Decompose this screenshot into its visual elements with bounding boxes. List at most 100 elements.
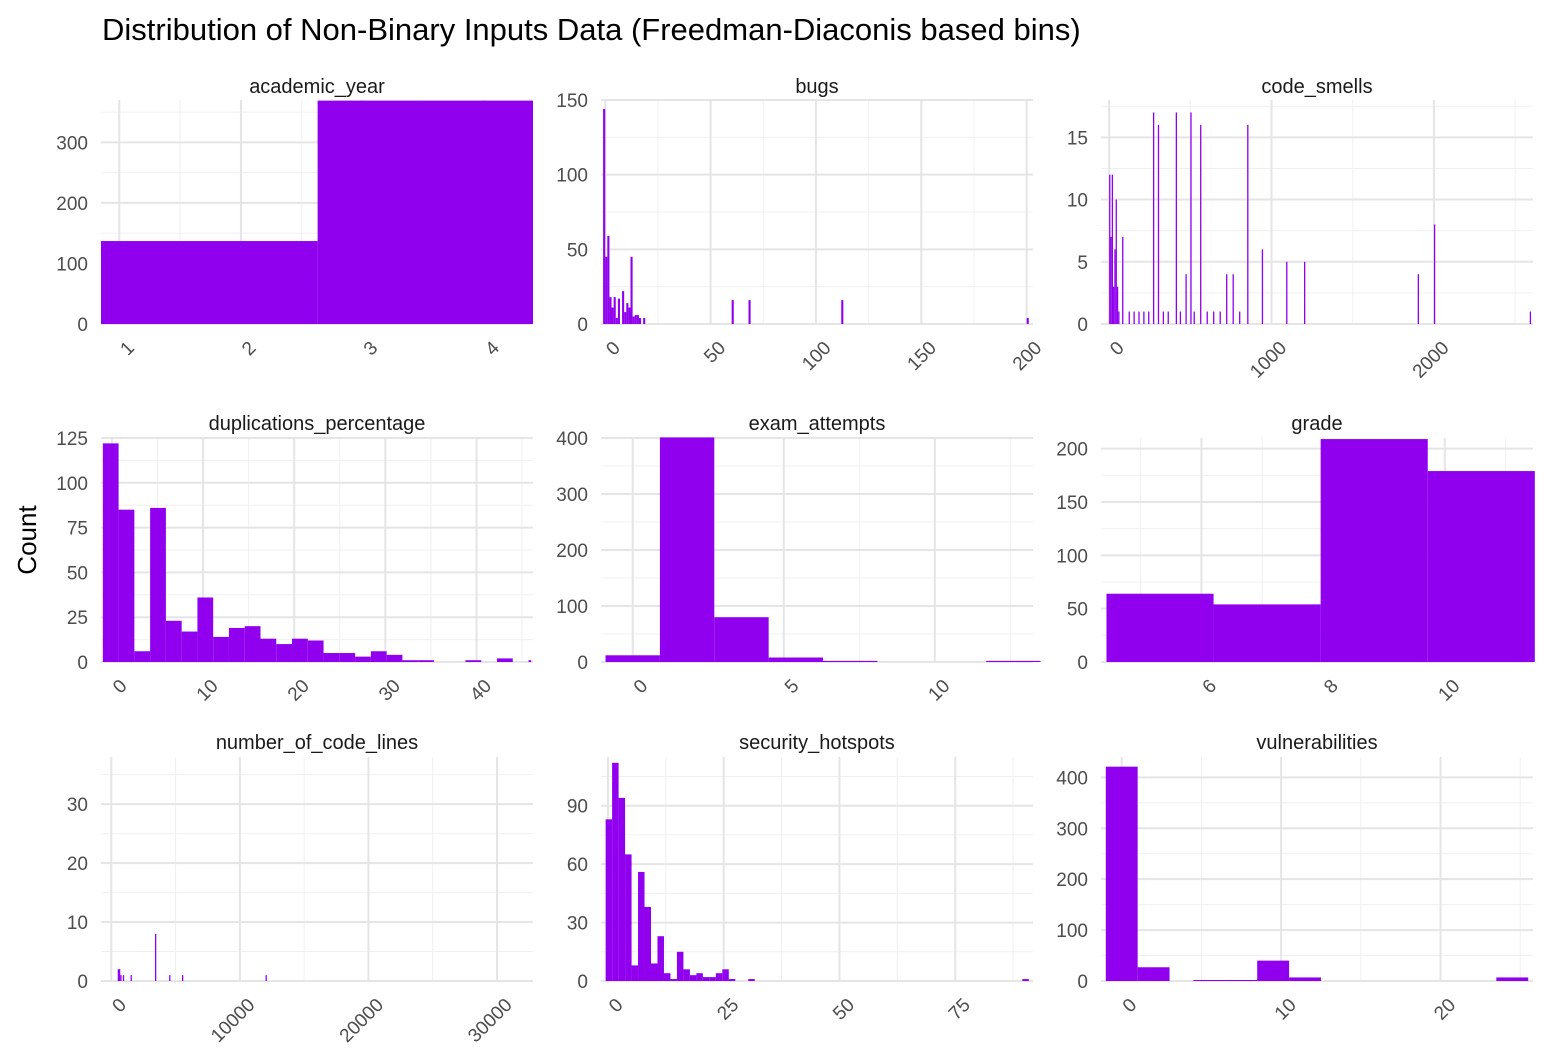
histogram-bar bbox=[1167, 311, 1169, 324]
y-tick-label: 150 bbox=[556, 91, 588, 112]
histogram-bar bbox=[1529, 311, 1532, 324]
x-tick-label: 0 bbox=[1119, 995, 1141, 1017]
histogram-bar bbox=[1113, 286, 1115, 324]
y-tick-label: 0 bbox=[77, 972, 88, 993]
x-tick-label: 10 bbox=[1435, 676, 1465, 706]
histogram-bar bbox=[1105, 766, 1138, 981]
histogram-bar bbox=[1257, 960, 1290, 981]
y-tick-label: 300 bbox=[1056, 819, 1088, 840]
histogram-bar bbox=[101, 241, 318, 324]
histogram-bar bbox=[1138, 311, 1140, 324]
histogram-bar bbox=[1247, 124, 1249, 324]
y-tick-label: 200 bbox=[1056, 870, 1088, 891]
x-tick-label: 2000 bbox=[1409, 338, 1454, 383]
histogram-bar bbox=[1122, 236, 1124, 324]
histogram-bar bbox=[339, 653, 356, 662]
histogram-bar bbox=[1133, 311, 1135, 324]
x-tick-label: 0 bbox=[630, 676, 652, 698]
histogram-bar bbox=[702, 977, 710, 981]
x-tick-label: 0 bbox=[605, 995, 627, 1017]
histogram-bar bbox=[244, 626, 261, 662]
histogram-bar bbox=[265, 975, 267, 981]
y-tick-label: 10 bbox=[67, 913, 88, 934]
x-tick-label: 6 bbox=[1199, 676, 1221, 698]
histogram-bar bbox=[150, 507, 166, 662]
histogram-bar bbox=[663, 973, 671, 981]
y-tick-label: 100 bbox=[1056, 921, 1088, 942]
histogram-bar bbox=[122, 975, 125, 981]
histogram-bar bbox=[683, 969, 690, 981]
panel-security_hotspots: security_hotspots 0 30 60 90 0 25 50 75 bbox=[567, 732, 1033, 1025]
histogram-bar bbox=[628, 307, 631, 324]
histogram-bar bbox=[1109, 174, 1111, 324]
histogram-bar bbox=[709, 977, 716, 981]
histogram-bar bbox=[603, 108, 606, 325]
histogram-bar bbox=[722, 969, 729, 981]
histogram-bar bbox=[748, 979, 755, 981]
histogram-bar bbox=[1190, 112, 1192, 324]
x-tick-label: 8 bbox=[1320, 676, 1342, 698]
histogram-bar bbox=[1106, 593, 1214, 662]
histogram-bar bbox=[119, 969, 121, 981]
histogram-bar bbox=[1128, 311, 1130, 324]
histogram-bar bbox=[1304, 261, 1306, 324]
x-tick-label: 1000 bbox=[1246, 338, 1291, 383]
x-tick-label: 25 bbox=[713, 995, 743, 1025]
histogram-bar bbox=[609, 297, 612, 324]
x-tick-label: 5 bbox=[781, 676, 803, 698]
histogram-bar bbox=[634, 315, 637, 324]
x-tick-label: 20 bbox=[284, 676, 314, 706]
x-tick-label: 0 bbox=[602, 338, 624, 360]
histogram-bar bbox=[624, 312, 627, 324]
histogram-bar bbox=[605, 256, 608, 324]
x-tick-label: 150 bbox=[904, 338, 941, 375]
y-tick-label: 100 bbox=[56, 254, 88, 275]
histogram-bar bbox=[611, 307, 614, 324]
histogram-bar bbox=[1433, 224, 1436, 324]
histogram-bar bbox=[1213, 604, 1321, 662]
panel-academic_year: academic_year 0 100 200 300 1 2 3 4 bbox=[56, 76, 533, 360]
histogram-bar bbox=[120, 975, 122, 981]
panel-title: code_smells bbox=[1261, 76, 1372, 98]
panel-code_smells: code_smells 0 5 10 15 0 1000 2000 bbox=[1067, 76, 1533, 382]
histogram-bar bbox=[715, 973, 723, 981]
x-tick-label: 10 bbox=[193, 676, 223, 706]
histogram-bar bbox=[632, 316, 635, 324]
histogram-bar bbox=[1026, 318, 1029, 324]
histogram-bar bbox=[465, 660, 482, 662]
histogram-bar bbox=[1114, 249, 1116, 324]
y-tick-label: 0 bbox=[577, 653, 588, 674]
histogram-bar bbox=[823, 660, 878, 662]
y-tick-label: 0 bbox=[1077, 315, 1088, 336]
histogram-bar bbox=[1193, 311, 1195, 324]
x-tick-label: 10000 bbox=[207, 995, 259, 1047]
y-tick-label: 300 bbox=[56, 133, 88, 154]
histogram-bar bbox=[1175, 112, 1178, 324]
y-tick-label: 0 bbox=[77, 653, 88, 674]
panel-title: duplications_percentage bbox=[209, 413, 426, 435]
panel-title: bugs bbox=[795, 76, 838, 98]
histogram-bar bbox=[631, 965, 639, 981]
y-tick-label: 5 bbox=[1077, 253, 1088, 274]
histogram-bar bbox=[134, 651, 151, 662]
histogram-bar bbox=[228, 627, 245, 662]
histogram-bar bbox=[1496, 977, 1529, 981]
y-tick-label: 300 bbox=[556, 485, 588, 506]
panel-bugs: bugs 0 50 100 150 0 50 100 150 200 bbox=[556, 76, 1046, 375]
histogram-bar bbox=[317, 100, 533, 324]
y-tick-label: 400 bbox=[1056, 768, 1088, 789]
y-tick-label: 150 bbox=[1056, 493, 1088, 514]
panel-title: grade bbox=[1291, 413, 1342, 435]
histogram-bar bbox=[696, 973, 703, 981]
histogram-bar bbox=[689, 975, 697, 981]
histogram-bar bbox=[605, 655, 660, 662]
x-tick-label: 4 bbox=[482, 337, 505, 360]
histogram-bar bbox=[1289, 977, 1321, 981]
histogram-bar bbox=[1143, 311, 1145, 324]
panel-number_of_code_lines: number_of_code_lines 0 10 20 30 0 10000 20000 30… bbox=[67, 732, 533, 1047]
histogram-bar bbox=[748, 300, 751, 324]
panel-duplications_percentage: duplications_percentage 0 25 50 75 100 125 0 10 2… bbox=[56, 413, 533, 706]
histogram-bar bbox=[197, 597, 214, 662]
histogram-bar bbox=[1162, 311, 1165, 324]
histogram-bar bbox=[213, 636, 229, 662]
